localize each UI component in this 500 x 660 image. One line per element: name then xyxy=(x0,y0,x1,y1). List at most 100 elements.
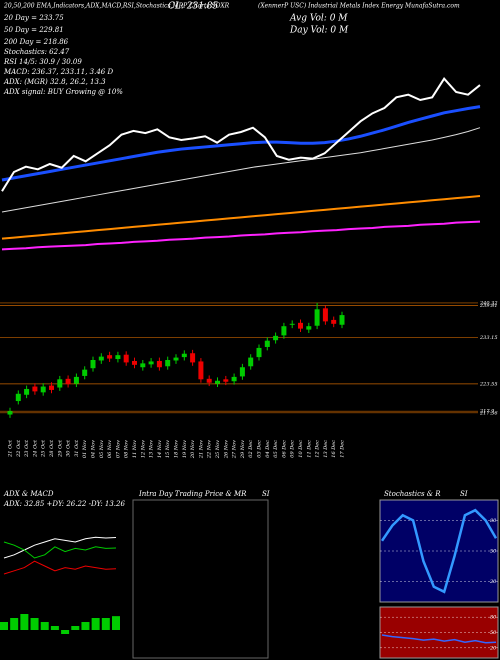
candle-body xyxy=(140,363,146,368)
x-tick-label: 24 Oct xyxy=(32,439,38,458)
header-text: MACD: 236.37, 233.11, 3.46 D xyxy=(3,68,113,76)
candle-body xyxy=(206,378,212,383)
x-tick-label: 29 Nov xyxy=(240,440,246,459)
candle-body xyxy=(32,386,38,392)
macd-bar xyxy=(10,618,19,630)
candle-body xyxy=(314,309,320,326)
header-text: Stochastics: 62.47 xyxy=(4,48,70,56)
x-tick-label: 26 Nov xyxy=(223,440,229,459)
osc-tick-label: 80 xyxy=(490,615,497,621)
header-text: ADX: (MGR) 32.8, 26.2, 13.3 xyxy=(3,78,106,86)
adx-label: ADX: 32.85 +DY: 26.22 -DY: 13.26 xyxy=(3,500,125,508)
macd-bar xyxy=(101,618,110,630)
y-tick-label: 239.81 xyxy=(479,303,498,309)
adx-line xyxy=(3,560,117,575)
osc-tick-label: 20 xyxy=(489,645,497,651)
x-tick-label: 22 Nov xyxy=(207,440,213,459)
x-tick-label: 04 Dec xyxy=(265,440,271,458)
x-tick-label: 11 Dec xyxy=(306,440,312,458)
candle-body xyxy=(15,393,21,402)
candle-body xyxy=(57,379,63,388)
header-text: CL: 231.85 xyxy=(168,2,219,12)
header-text: 20 Day = 233.75 xyxy=(3,14,64,22)
x-tick-label: 19 Nov xyxy=(182,440,188,458)
y-tick-label: 217.56 xyxy=(479,410,498,416)
stoch-suffix: SI xyxy=(460,490,468,498)
macd-bar xyxy=(112,616,120,630)
x-tick-label: 23 Oct xyxy=(24,439,30,458)
x-tick-label: 04 Nov xyxy=(91,440,97,458)
candle-body xyxy=(165,360,171,367)
candle-body xyxy=(90,360,96,369)
candle-body xyxy=(306,326,312,330)
candle-body xyxy=(65,378,71,385)
x-tick-label: 03 Dec xyxy=(257,440,263,458)
x-tick-label: 12 Nov xyxy=(140,440,146,458)
x-tick-label: 09 Dec xyxy=(290,440,296,458)
x-tick-label: 28 Oct xyxy=(49,439,55,458)
ma-line xyxy=(1,127,481,213)
candle-body xyxy=(173,357,179,361)
x-tick-label: 17 Dec xyxy=(340,440,346,458)
intraday-suffix: SI xyxy=(262,490,270,498)
macd-bar xyxy=(30,618,39,630)
candle-body xyxy=(264,340,270,347)
x-tick-label: 08 Nov xyxy=(124,440,130,458)
osc-tick-label: 80 xyxy=(490,518,497,524)
x-tick-label: 10 Dec xyxy=(298,440,304,458)
rsi-panel xyxy=(379,606,499,659)
candle-body xyxy=(322,308,328,322)
x-tick-label: 21 Oct xyxy=(8,439,14,458)
candle-body xyxy=(215,380,220,384)
y-tick-label: 240.32 xyxy=(479,300,498,306)
x-tick-label: 29 Oct xyxy=(57,439,63,458)
rsi-line xyxy=(381,634,497,644)
x-tick-label: 05 Nov xyxy=(99,440,105,458)
x-tick-label: 20 Nov xyxy=(190,440,196,459)
candle-body xyxy=(123,354,129,363)
y-tick-label: 233.15 xyxy=(479,335,498,341)
x-tick-label: 25 Nov xyxy=(215,440,221,459)
macd-bar xyxy=(20,614,29,630)
macd-bar xyxy=(81,622,90,630)
candle-body xyxy=(7,411,13,415)
x-tick-label: 05 Dec xyxy=(273,440,279,458)
candle-body xyxy=(181,353,187,358)
x-tick-label: 31 Oct xyxy=(74,439,80,457)
macd-bar xyxy=(61,630,70,634)
candle-body xyxy=(132,360,137,365)
candle-body xyxy=(82,369,88,376)
candle-body xyxy=(256,347,262,358)
candle-body xyxy=(148,361,154,365)
x-tick-label: 16 Dec xyxy=(331,440,337,458)
stoch-title: Stochastics & R xyxy=(384,490,441,498)
adx-title: ADX & MACD xyxy=(3,490,54,498)
ma-line xyxy=(1,195,481,240)
candle-body xyxy=(298,322,303,329)
x-tick-label: 25 Oct xyxy=(41,439,47,458)
macd-bar xyxy=(40,622,49,630)
stoch-line xyxy=(380,508,498,594)
adx-line xyxy=(3,536,117,559)
x-tick-label: 22 Oct xyxy=(16,439,22,458)
x-tick-label: 02 Dec xyxy=(248,440,254,458)
x-tick-label: 13 Nov xyxy=(149,440,155,458)
header-text: 20,50,200 EMA,Indicators,ADX,MACD,RSI,St… xyxy=(3,3,230,10)
x-tick-label: 06 Nov xyxy=(107,440,113,458)
header-text: Avg Vol: 0 M xyxy=(289,14,348,24)
candle-body xyxy=(223,379,229,382)
candle-body xyxy=(107,355,113,359)
header-text: ADX signal: BUY Growing @ 10% xyxy=(3,88,123,96)
x-tick-label: 07 Nov xyxy=(115,440,121,458)
x-tick-label: 14 Nov xyxy=(157,440,163,458)
candle-body xyxy=(231,376,237,382)
macd-bar xyxy=(91,618,100,630)
x-tick-label: 11 Nov xyxy=(132,440,138,458)
candle-body xyxy=(198,361,204,380)
candle-body xyxy=(24,388,30,395)
header-text: 200 Day = 218.86 xyxy=(3,38,69,46)
candle-body xyxy=(273,335,279,341)
x-tick-label: 13 Dec xyxy=(323,440,329,458)
x-tick-label: 15 Nov xyxy=(165,440,171,458)
